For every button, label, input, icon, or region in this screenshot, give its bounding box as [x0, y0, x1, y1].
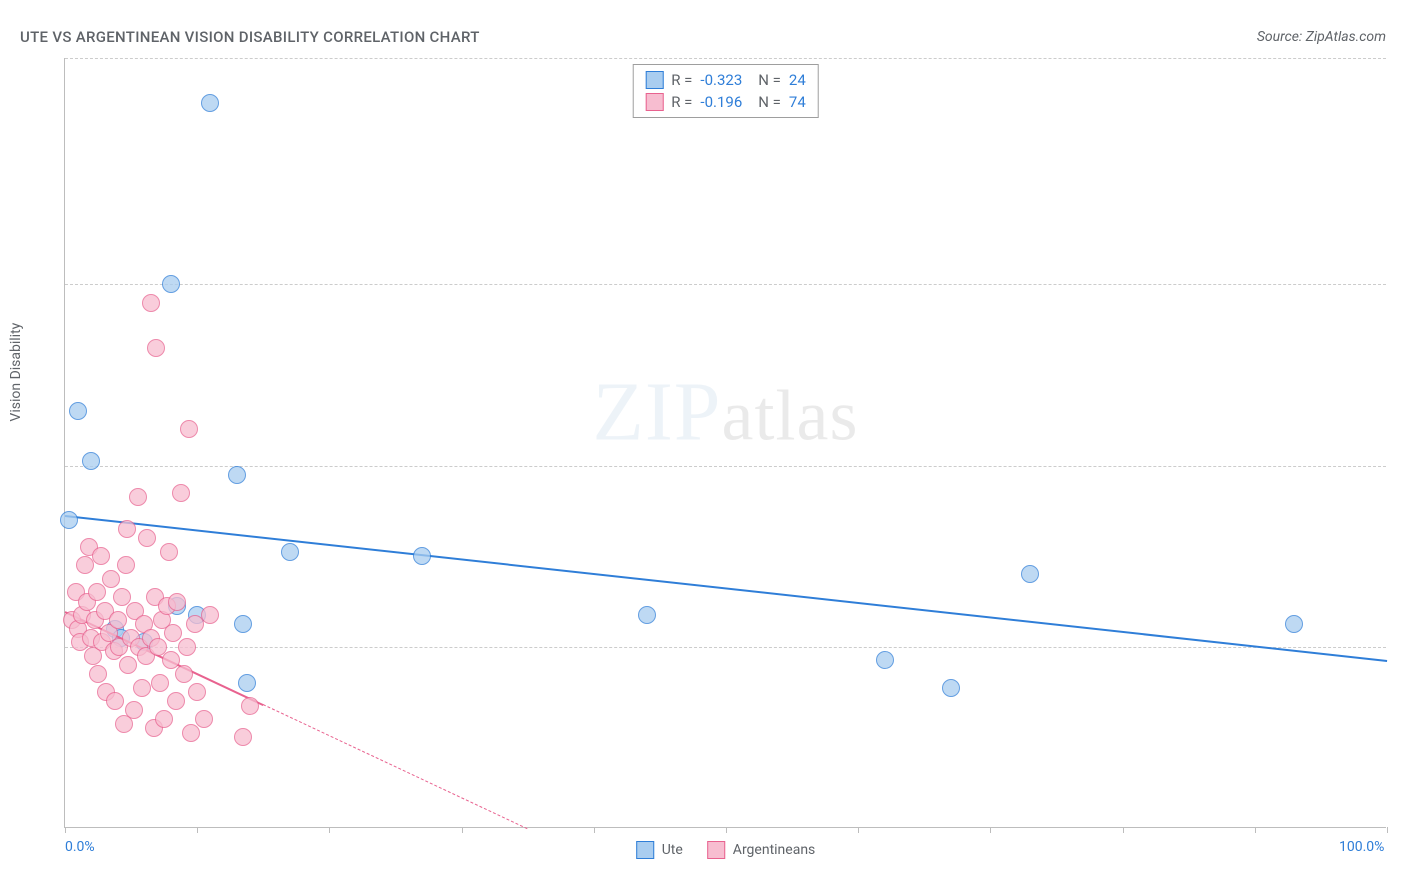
- trend-line: [263, 704, 528, 829]
- data-point: [162, 275, 180, 293]
- data-point: [82, 452, 100, 470]
- data-point: [138, 529, 156, 547]
- data-point: [147, 339, 165, 357]
- data-point: [201, 94, 219, 112]
- data-point: [133, 679, 151, 697]
- data-point: [151, 674, 169, 692]
- data-point: [69, 402, 87, 420]
- data-point: [942, 679, 960, 697]
- legend-swatch: [636, 841, 654, 859]
- x-tick: [726, 827, 727, 833]
- data-point: [241, 697, 259, 715]
- x-tick: [1255, 827, 1256, 833]
- legend-n-value: 24: [789, 69, 806, 91]
- data-point: [1285, 615, 1303, 633]
- legend-stats-row: R = -0.196 N = 74: [645, 91, 806, 113]
- data-point: [125, 701, 143, 719]
- chart-header: UTE VS ARGENTINEAN VISION DISABILITY COR…: [20, 28, 1386, 46]
- plot-area: ZIPatlas R = -0.323 N = 24 R = -0.196 N = 7…: [64, 58, 1386, 828]
- x-tick: [1123, 827, 1124, 833]
- data-point: [234, 615, 252, 633]
- legend-label: Ute: [662, 842, 683, 858]
- legend-stats: R = -0.323 N = 24 R = -0.196 N = 74: [632, 64, 819, 118]
- data-point: [92, 547, 110, 565]
- legend-series: Ute Argentineans: [636, 841, 816, 859]
- data-point: [178, 638, 196, 656]
- chart-title: UTE VS ARGENTINEAN VISION DISABILITY COR…: [20, 28, 480, 46]
- data-point: [118, 520, 136, 538]
- data-point: [172, 484, 190, 502]
- legend-r-label: R =: [671, 91, 692, 113]
- data-point: [167, 692, 185, 710]
- watermark: ZIPatlas: [593, 363, 859, 460]
- gridline: [65, 58, 1386, 59]
- data-point: [119, 656, 137, 674]
- data-point: [155, 710, 173, 728]
- x-tick-label: 100.0%: [1339, 839, 1384, 855]
- x-tick: [329, 827, 330, 833]
- data-point: [102, 570, 120, 588]
- legend-r-value: -0.196: [700, 91, 742, 113]
- x-tick: [1387, 827, 1388, 833]
- data-point: [238, 674, 256, 692]
- legend-n-label: N =: [758, 91, 781, 113]
- legend-r-label: R =: [671, 69, 692, 91]
- data-point: [106, 692, 124, 710]
- data-point: [281, 543, 299, 561]
- x-tick: [594, 827, 595, 833]
- data-point: [168, 593, 186, 611]
- gridline: [65, 647, 1386, 648]
- data-point: [195, 710, 213, 728]
- data-point: [175, 665, 193, 683]
- x-tick: [197, 827, 198, 833]
- legend-label: Argentineans: [733, 842, 815, 858]
- data-point: [188, 683, 206, 701]
- data-point: [160, 543, 178, 561]
- legend-n-label: N =: [758, 69, 781, 91]
- data-point: [142, 294, 160, 312]
- data-point: [88, 583, 106, 601]
- data-point: [60, 511, 78, 529]
- x-tick: [65, 827, 66, 833]
- gridline: [65, 284, 1386, 285]
- data-point: [129, 488, 147, 506]
- source-label: Source: ZipAtlas.com: [1257, 29, 1386, 45]
- x-tick-label: 0.0%: [65, 839, 95, 855]
- y-axis-label: Vision Disability: [8, 323, 24, 422]
- legend-item: Ute: [636, 841, 683, 859]
- gridline: [65, 466, 1386, 467]
- data-point: [638, 606, 656, 624]
- legend-swatch: [645, 93, 663, 111]
- data-point: [1021, 565, 1039, 583]
- data-point: [89, 665, 107, 683]
- legend-item: Argentineans: [707, 841, 815, 859]
- chart-container: Vision Disability ZIPatlas R = -0.323N =…: [20, 58, 1386, 868]
- data-point: [413, 547, 431, 565]
- x-tick: [858, 827, 859, 833]
- data-point: [228, 466, 246, 484]
- data-point: [876, 651, 894, 669]
- trend-line: [65, 515, 1387, 662]
- legend-stats-row: R = -0.323 N = 24: [645, 69, 806, 91]
- data-point: [109, 611, 127, 629]
- data-point: [234, 728, 252, 746]
- data-point: [117, 556, 135, 574]
- legend-swatch: [645, 71, 663, 89]
- data-point: [180, 420, 198, 438]
- legend-r-value: -0.323: [700, 69, 742, 91]
- data-point: [201, 606, 219, 624]
- legend-swatch: [707, 841, 725, 859]
- x-tick: [990, 827, 991, 833]
- data-point: [182, 724, 200, 742]
- x-tick: [462, 827, 463, 833]
- legend-n-value: 74: [789, 91, 806, 113]
